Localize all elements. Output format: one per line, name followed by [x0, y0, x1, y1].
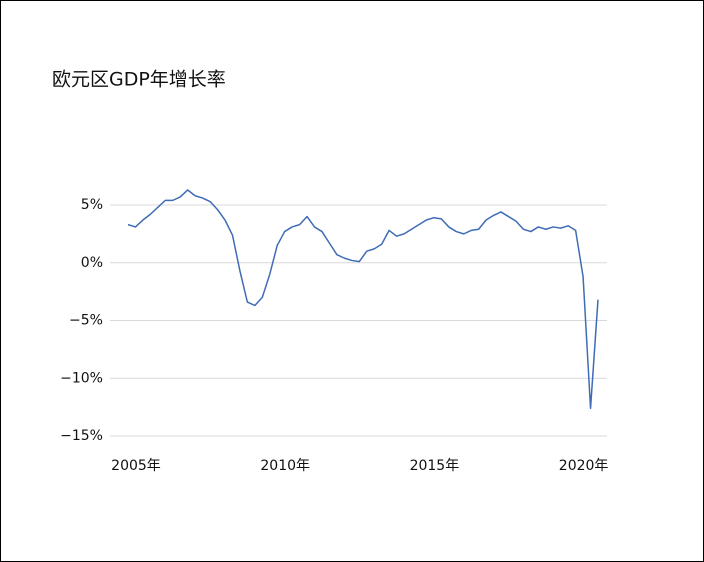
chart-title: 欧元区GDP年增长率 [52, 69, 226, 91]
x-tick-label: 2005年 [111, 458, 161, 474]
y-tick-label: −10% [60, 370, 103, 386]
y-tick-label: −5% [69, 313, 103, 329]
y-tick-label: 5% [81, 197, 103, 213]
x-tick-label: 2020年 [559, 458, 609, 474]
y-tick-label: −15% [60, 428, 103, 444]
series-line [127, 189, 599, 410]
x-tick-label: 2015年 [410, 458, 460, 474]
x-tick-label: 2010年 [260, 458, 310, 474]
y-tick-label: 0% [81, 255, 103, 271]
